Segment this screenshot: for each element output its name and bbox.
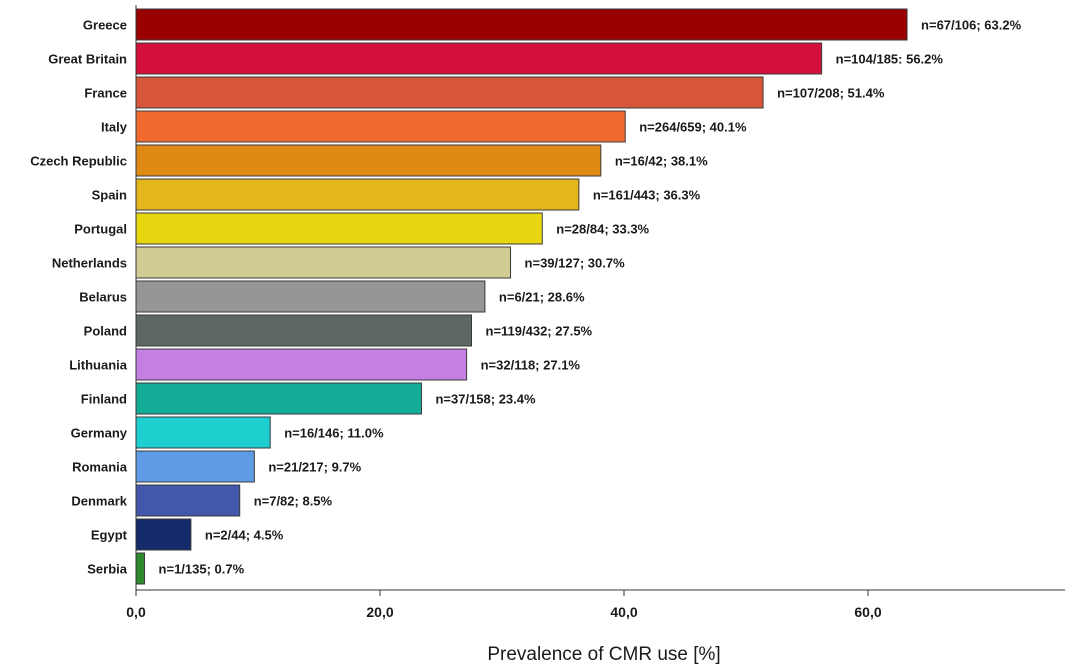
- bar-lithuania: [135, 348, 468, 381]
- data-label-spain: n=161/443; 36.3%: [593, 188, 701, 203]
- bar-spain: [135, 178, 580, 211]
- data-label-greece: n=67/106; 63.2%: [921, 18, 1022, 33]
- category-labels: Greece Great Britain France Italy Czech Repu…: [30, 18, 128, 577]
- bar-france: [135, 76, 764, 109]
- data-label-netherlands: n=39/127; 30.7%: [525, 256, 626, 271]
- bar-great-britain: [135, 42, 823, 75]
- category-label-serbia: Serbia: [87, 562, 128, 577]
- x-axis: 0,0 20,0 40,0 60,0: [126, 5, 1065, 620]
- category-label-great-britain: Great Britain: [48, 52, 127, 67]
- category-label-portugal: Portugal: [74, 222, 127, 237]
- category-label-finland: Finland: [81, 392, 127, 407]
- bar-serbia: [135, 552, 146, 585]
- bar-netherlands: [135, 246, 512, 279]
- category-label-romania: Romania: [72, 460, 128, 475]
- category-label-france: France: [84, 86, 127, 101]
- bar-poland: [135, 314, 472, 347]
- category-label-lithuania: Lithuania: [69, 358, 128, 373]
- category-label-italy: Italy: [101, 120, 128, 135]
- category-label-greece: Greece: [83, 18, 127, 33]
- data-label-italy: n=264/659; 40.1%: [639, 120, 747, 135]
- data-label-lithuania: n=32/118; 27.1%: [481, 358, 581, 373]
- data-label-egypt: n=2/44; 4.5%: [205, 528, 284, 543]
- data-label-czech-republic: n=16/42; 38.1%: [615, 154, 708, 169]
- category-label-belarus: Belarus: [79, 290, 127, 305]
- bar-finland: [135, 382, 422, 415]
- bar-romania: [135, 450, 255, 483]
- bar-egypt: [135, 518, 192, 551]
- x-tick-label: 0,0: [126, 604, 146, 620]
- bar-germany: [135, 416, 271, 449]
- x-tick-label: 40,0: [610, 604, 637, 620]
- bar-portugal: [135, 212, 543, 245]
- data-label-germany: n=16/146; 11.0%: [284, 426, 384, 441]
- category-label-czech-republic: Czech Republic: [30, 154, 127, 169]
- category-label-poland: Poland: [84, 324, 127, 339]
- data-label-finland: n=37/158; 23.4%: [435, 392, 536, 407]
- data-label-romania: n=21/217; 9.7%: [268, 460, 361, 475]
- data-label-serbia: n=1/135; 0.7%: [159, 562, 245, 577]
- bar-greece: [135, 8, 908, 41]
- bars: [135, 8, 908, 585]
- data-label-belarus: n=6/21; 28.6%: [499, 290, 585, 305]
- data-label-denmark: n=7/82; 8.5%: [254, 494, 333, 509]
- data-label-great-britain: n=104/185: 56.2%: [836, 52, 944, 67]
- x-tick-label: 60,0: [854, 604, 881, 620]
- bar-belarus: [135, 280, 486, 313]
- data-label-france: n=107/208; 51.4%: [777, 86, 885, 101]
- data-label-poland: n=119/432; 27.5%: [486, 324, 593, 339]
- category-label-spain: Spain: [92, 188, 127, 203]
- category-label-egypt: Egypt: [91, 528, 128, 543]
- category-label-germany: Germany: [71, 426, 128, 441]
- bar-italy: [135, 110, 626, 143]
- bar-denmark: [135, 484, 241, 517]
- data-label-portugal: n=28/84; 33.3%: [556, 222, 649, 237]
- category-label-denmark: Denmark: [71, 494, 127, 509]
- bar-czech-republic: [135, 144, 602, 177]
- category-label-netherlands: Netherlands: [52, 256, 127, 271]
- x-axis-title: Prevalence of CMR use [%]: [487, 644, 720, 665]
- x-tick-label: 20,0: [366, 604, 393, 620]
- data-labels: n=67/106; 63.2% n=104/185: 56.2% n=107/208…: [159, 18, 1022, 577]
